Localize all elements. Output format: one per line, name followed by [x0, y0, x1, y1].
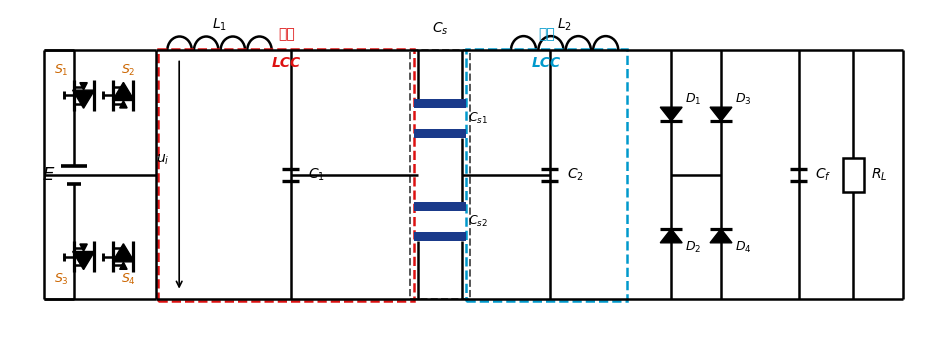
FancyBboxPatch shape: [414, 129, 466, 138]
Polygon shape: [660, 107, 683, 121]
Text: $C_2$: $C_2$: [566, 167, 583, 183]
Text: $D_1$: $D_1$: [685, 92, 701, 107]
FancyBboxPatch shape: [414, 232, 466, 241]
FancyBboxPatch shape: [414, 99, 466, 108]
Text: $C_{s1}$: $C_{s1}$: [468, 111, 488, 126]
Text: $S_2$: $S_2$: [121, 62, 136, 78]
Text: LCC: LCC: [532, 57, 562, 70]
Polygon shape: [80, 83, 87, 90]
Polygon shape: [112, 244, 134, 262]
Text: $C_{s2}$: $C_{s2}$: [468, 214, 488, 229]
FancyBboxPatch shape: [414, 203, 466, 211]
Polygon shape: [120, 262, 127, 269]
Text: $E$: $E$: [42, 166, 56, 184]
Text: $L_1$: $L_1$: [212, 16, 227, 32]
Text: $C_f$: $C_f$: [815, 167, 831, 183]
Text: 反向: 反向: [538, 28, 555, 41]
Text: $L_2$: $L_2$: [557, 16, 572, 32]
Text: $D_4$: $D_4$: [735, 240, 751, 255]
Text: $R_L$: $R_L$: [871, 167, 888, 183]
Polygon shape: [112, 82, 134, 100]
Polygon shape: [660, 229, 683, 243]
Text: $C_s$: $C_s$: [431, 21, 448, 37]
Text: $D_3$: $D_3$: [735, 92, 751, 107]
Text: $S_3$: $S_3$: [54, 272, 69, 287]
Text: $C_1$: $C_1$: [308, 167, 325, 183]
Text: $u_i$: $u_i$: [156, 153, 169, 167]
Text: 正向: 正向: [278, 28, 295, 41]
Polygon shape: [710, 229, 732, 243]
Text: $S_4$: $S_4$: [121, 272, 136, 287]
Text: LCC: LCC: [272, 57, 301, 70]
Polygon shape: [73, 90, 94, 108]
Polygon shape: [120, 101, 127, 108]
Bar: [842, 158, 865, 192]
Polygon shape: [80, 244, 87, 251]
Polygon shape: [710, 107, 732, 121]
Text: $D_2$: $D_2$: [685, 240, 701, 255]
Text: $S_1$: $S_1$: [55, 62, 69, 78]
Polygon shape: [73, 252, 94, 269]
